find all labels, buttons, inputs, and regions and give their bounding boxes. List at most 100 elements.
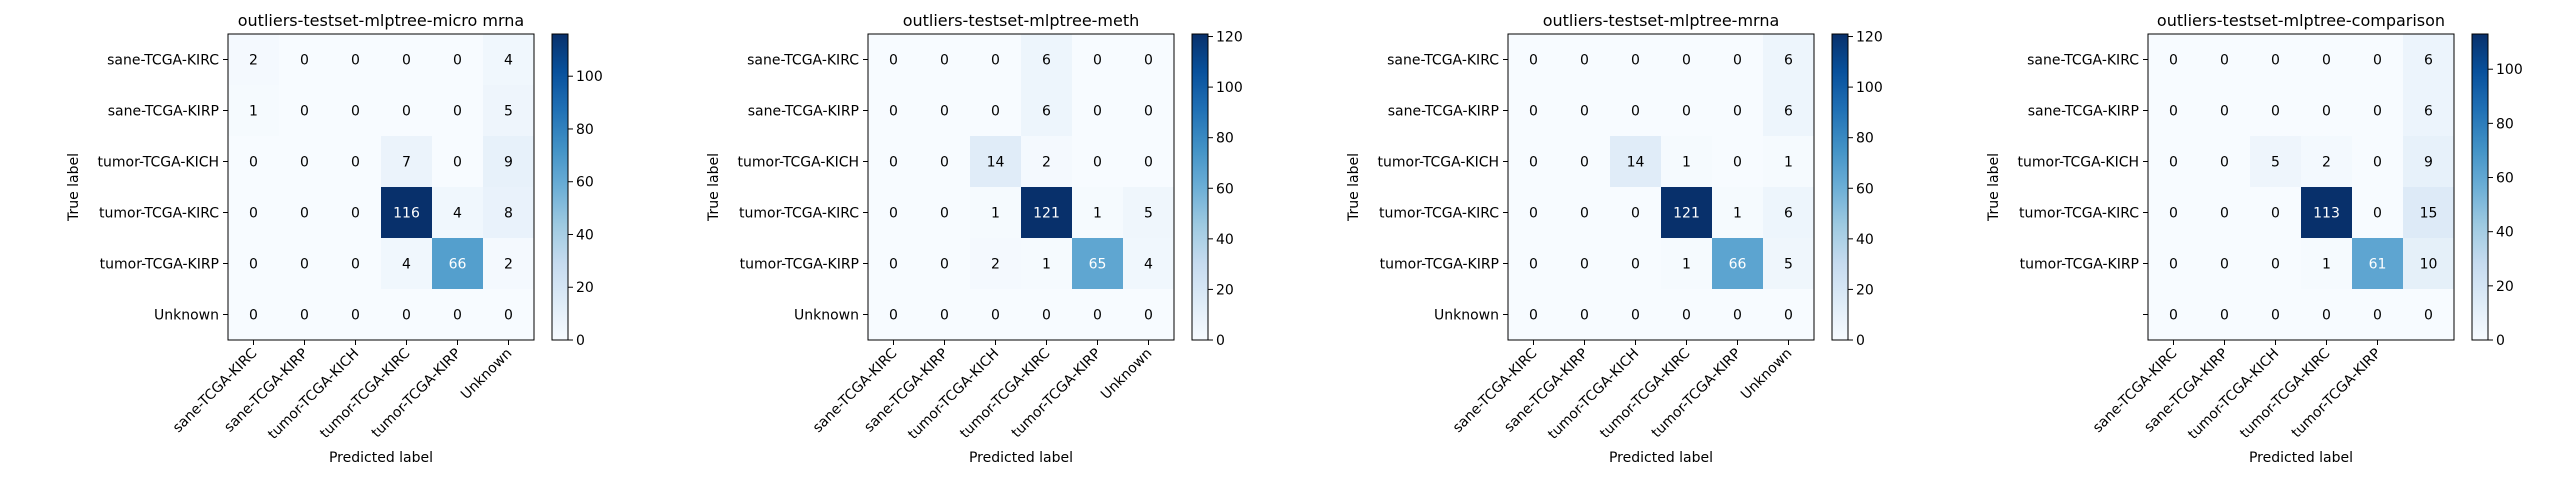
panel-1-colorbar [551, 33, 569, 341]
panel-4-cell-r3-c5 [2403, 187, 2454, 238]
panel-3-cell-value-r1-c2: 0 [1631, 104, 1640, 120]
panel-1-cell-r4-c1 [279, 238, 330, 289]
panel-4-axes-frame [2147, 33, 2455, 341]
panel-3-y-axis-label: True label [1346, 153, 1362, 222]
panel-3-cell-value-r1-c3: 0 [1682, 104, 1691, 120]
panel-2-cell-value-r4-c5: 4 [1144, 257, 1153, 273]
panel-4-cell-r0-c5 [2403, 34, 2454, 85]
panel-2-cell-value-r4-c0: 0 [889, 257, 898, 273]
panel-3-cell-value-r1-c4: 0 [1733, 104, 1742, 120]
panel-3-cell-r3-c3 [1661, 187, 1712, 238]
panel-2-colorbar-tick-label-3: 60 [1216, 181, 1234, 197]
panel-3-cell-r3-c1 [1559, 187, 1610, 238]
panel-2-cell-r0-c5 [1123, 34, 1174, 85]
panel-4-cell-r1-c1 [2199, 85, 2250, 136]
panel-3-colorbar-tick-label-4: 80 [1856, 131, 1874, 147]
panel-1-cell-value-r4-c3: 4 [402, 257, 411, 273]
panel-2-cell-value-r4-c3: 1 [1042, 257, 1051, 273]
panel-2-y-tick-label-3: tumor-TCGA-KIRC [739, 206, 859, 222]
panel-3-cell-r5-c0 [1508, 289, 1559, 340]
panel-1-cell-value-r0-c5: 4 [504, 53, 513, 69]
panel-2-cell-value-r2-c2: 14 [987, 155, 1005, 171]
panel-3-cell-r5-c3 [1661, 289, 1712, 340]
panel-4-cell-r5-c0 [2148, 289, 2199, 340]
panel-4-cell-r0-c0 [2148, 34, 2199, 85]
panel-1-cell-value-r1-c4: 0 [453, 104, 462, 120]
panel-2-cell-r1-c0 [868, 85, 919, 136]
panel-4-cell-value-r5-c5: 0 [2424, 308, 2433, 324]
panel-4-cell-r3-c0 [2148, 187, 2199, 238]
panel-2-cell-r5-c2 [970, 289, 1021, 340]
panel-1-cell-value-r2-c0: 0 [249, 155, 258, 171]
panel-3-cell-r4-c4 [1712, 238, 1763, 289]
panel-1-cell-r1-c5 [483, 85, 534, 136]
panel-4-cell-r2-c2 [2250, 136, 2301, 187]
panel-4-cell-r2-c5 [2403, 136, 2454, 187]
panel-3-cell-value-r5-c1: 0 [1580, 308, 1589, 324]
panel-2-axes-frame [867, 33, 1175, 341]
panel-3-colorbar-tick-label-0: 0 [1856, 333, 1865, 349]
panel-2-cell-r1-c3 [1021, 85, 1072, 136]
panel-1-cell-r4-c0 [228, 238, 279, 289]
panel-1-cell-value-r3-c3: 116 [393, 206, 420, 222]
panel-1-cell-value-r4-c4: 66 [449, 257, 467, 273]
panel-1-axes-frame [227, 33, 535, 341]
panel-4-cell-r5-c1 [2199, 289, 2250, 340]
panel-3-colorbar-tick-label-5: 100 [1856, 80, 1883, 96]
panel-1-cell-value-r0-c2: 0 [351, 53, 360, 69]
panel-4-colorbar-tick-label-4: 80 [2496, 116, 2514, 132]
panel-3-y-tick-label-0: sane-TCGA-KIRC [1387, 53, 1499, 69]
panel-4-cell-r4-c2 [2250, 238, 2301, 289]
panel-2-colorbar [1191, 33, 1209, 341]
panel-1-cell-value-r0-c3: 0 [402, 53, 411, 69]
panel-3-cell-r1-c2 [1610, 85, 1661, 136]
panel-4-cell-r1-c4 [2352, 85, 2403, 136]
panel-3-cell-r3-c0 [1508, 187, 1559, 238]
panel-2-cell-r0-c1 [919, 34, 970, 85]
panel-2-cell-r1-c2 [970, 85, 1021, 136]
panel-1-cell-value-r2-c4: 0 [453, 155, 462, 171]
panel-4-y-tick-label-2: tumor-TCGA-KICH [2018, 155, 2139, 171]
panel-1-colorbar-tick-label-1: 20 [576, 280, 594, 296]
panel-4-cell-r4-c4 [2352, 238, 2403, 289]
panel-3-cell-r1-c4 [1712, 85, 1763, 136]
panel-1-cell-value-r4-c0: 0 [249, 257, 258, 273]
panel-1-colorbar-tick-label-3: 60 [576, 175, 594, 191]
panel-1-title: outliers-testset-mlptree-micro mrna [238, 11, 524, 30]
panel-1-cell-value-r5-c5: 0 [504, 308, 513, 324]
panel-4-cell-value-r2-c4: 0 [2373, 155, 2382, 171]
panel-1-cell-value-r3-c2: 0 [351, 206, 360, 222]
panel-3-cell-value-r5-c4: 0 [1733, 308, 1742, 324]
panel-3-cell-r0-c5 [1763, 34, 1814, 85]
panel-1-cell-value-r5-c4: 0 [453, 308, 462, 324]
panel-1-cell-r3-c4 [432, 187, 483, 238]
panel-4-cell-r3-c3 [2301, 187, 2352, 238]
panel-1-cell-value-r5-c2: 0 [351, 308, 360, 324]
panel-2-cell-r5-c0 [868, 289, 919, 340]
panel-1-cell-value-r1-c2: 0 [351, 104, 360, 120]
panel-4-cell-value-r1-c4: 0 [2373, 104, 2382, 120]
panel-2-cell-value-r5-c3: 0 [1042, 308, 1051, 324]
panel-3-cell-value-r2-c2: 14 [1627, 155, 1645, 171]
panel-4-cell-value-r3-c4: 0 [2373, 206, 2382, 222]
panel-4-y-tick-label-0: sane-TCGA-KIRC [2027, 53, 2139, 69]
panel-2-cell-r5-c5 [1123, 289, 1174, 340]
panel-1-cell-value-r1-c1: 0 [300, 104, 309, 120]
panel-2-cell-r0-c4 [1072, 34, 1123, 85]
panel-4-cell-r1-c3 [2301, 85, 2352, 136]
panel-4-cell-r5-c3 [2301, 289, 2352, 340]
panel-1-cell-r4-c4 [432, 238, 483, 289]
panel-4-cell-value-r4-c2: 0 [2271, 257, 2280, 273]
panel-4-cell-value-r1-c2: 0 [2271, 104, 2280, 120]
panel-3-colorbar-tick-label-2: 40 [1856, 232, 1874, 248]
panel-1-cell-r0-c3 [381, 34, 432, 85]
panel-1-y-tick-label-3: tumor-TCGA-KIRC [99, 206, 219, 222]
panel-4-cell-value-r1-c3: 0 [2322, 104, 2331, 120]
panel-1-y-tick-label-4: tumor-TCGA-KIRP [100, 257, 219, 273]
panel-4-cell-value-r4-c5: 10 [2420, 257, 2438, 273]
panel-1-cell-r0-c2 [330, 34, 381, 85]
panel-4-cell-r2-c0 [2148, 136, 2199, 187]
panel-1-cell-r1-c4 [432, 85, 483, 136]
panel-4-cell-value-r2-c1: 0 [2220, 155, 2229, 171]
